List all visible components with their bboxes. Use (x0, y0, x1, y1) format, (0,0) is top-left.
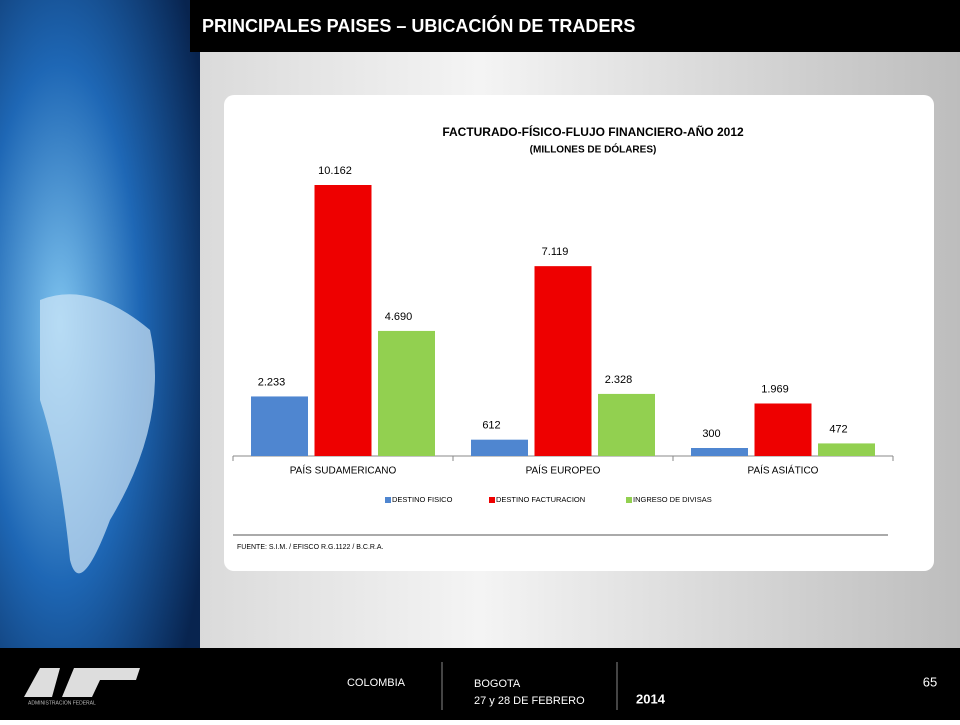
bar (251, 396, 308, 456)
logo-text: AFIP (97, 679, 128, 694)
country: COLOMBIA (347, 677, 406, 689)
value-label: 2.328 (605, 374, 633, 386)
chart-subtitle: (MILLONES DE DÓLARES) (530, 143, 657, 156)
value-label: 300 (702, 428, 720, 440)
bar (378, 330, 435, 456)
page-number: 65 (923, 674, 937, 689)
dates: 27 y 28 DE FEBRERO (474, 695, 585, 707)
x-tick-label: PAÍS ASIÁTICO (748, 464, 819, 477)
x-tick-label: PAÍS EUROPEO (526, 464, 601, 477)
x-tick-label: PAÍS SUDAMERICANO (290, 464, 397, 477)
value-label: 472 (829, 423, 847, 435)
value-label: 2.233 (258, 376, 286, 388)
value-label: 1.969 (761, 383, 789, 395)
legend-label: DESTINO FISICO (392, 495, 453, 504)
value-label: 7.119 (542, 246, 569, 258)
year: 2014 (636, 691, 666, 706)
legend-swatch (626, 497, 632, 503)
bar (534, 266, 592, 456)
header-bar (190, 0, 960, 52)
legend-label: DESTINO FACTURACION (496, 495, 585, 504)
city: BOGOTA (474, 678, 521, 690)
legend-swatch (385, 497, 391, 503)
bar (598, 393, 655, 456)
bar (471, 439, 528, 456)
logo-mark (24, 668, 140, 697)
value-label: 10.162 (318, 165, 352, 177)
value-label: 612 (482, 420, 500, 432)
continent (40, 294, 155, 574)
chart: FACTURADO-FÍSICO-FLUJO FINANCIERO-AÑO 20… (232, 124, 894, 551)
source: FUENTE: S.I.M. / EFISCO R.G.1122 / B.C.R… (237, 544, 384, 551)
value-label: 4.690 (385, 311, 413, 323)
bar (314, 185, 372, 456)
chart-title: FACTURADO-FÍSICO-FLUJO FINANCIERO-AÑO 20… (442, 124, 744, 139)
bar (818, 443, 875, 456)
bar (754, 403, 812, 456)
slide-title: PRINCIPALES PAISES – UBICACIÓN DE TRADER… (202, 15, 635, 36)
legend-label: INGRESO DE DIVISAS (633, 495, 712, 504)
legend-swatch (489, 497, 495, 503)
bar (691, 447, 748, 456)
logo-subtitle: ADMINISTRACION FEDERAL (28, 700, 96, 706)
footer-bar (0, 648, 960, 720)
